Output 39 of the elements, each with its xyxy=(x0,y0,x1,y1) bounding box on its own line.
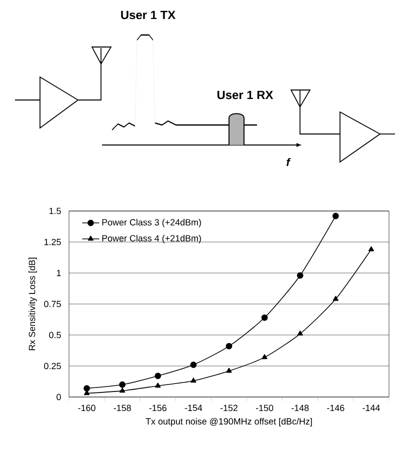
x-tick-label: -156 xyxy=(149,404,166,412)
legend-label: Power Class 4 (+21dBm) xyxy=(102,234,201,244)
point xyxy=(119,381,126,388)
point xyxy=(84,385,90,392)
point xyxy=(154,372,162,380)
y-tick-label: 0.75 xyxy=(44,300,61,308)
y-tick-label: 0.25 xyxy=(44,362,61,370)
x-tick-label: -152 xyxy=(220,404,238,412)
point xyxy=(226,368,232,373)
point xyxy=(332,296,338,301)
point xyxy=(120,388,126,393)
x-tick-label: -158 xyxy=(114,404,131,412)
y-tick-label: 0.5 xyxy=(49,332,61,338)
point xyxy=(332,212,339,220)
text: User 1 TX xyxy=(121,10,176,20)
point xyxy=(155,382,161,388)
point xyxy=(190,378,196,383)
x-tick-label: -146 xyxy=(327,404,344,412)
point xyxy=(297,330,303,336)
y-tick-label: 1.5 xyxy=(49,208,61,214)
y-tick-label: 0 xyxy=(56,394,61,400)
point xyxy=(261,314,268,321)
x-tick-label: -160 xyxy=(78,404,96,412)
x-tick-label: -144 xyxy=(362,404,380,411)
point xyxy=(296,272,304,279)
y-axis-title: Rx Sensitivity Loss [dB] xyxy=(28,258,37,350)
x-axis-title: Tx output noise @190MHz offset [dBc/Hz] xyxy=(146,418,312,426)
text: f xyxy=(286,158,291,166)
x-tick-label: -148 xyxy=(292,404,309,412)
x-tick-label: -154 xyxy=(184,404,202,412)
text: User 1 RX xyxy=(217,90,274,100)
point xyxy=(262,354,268,360)
y-tick-label: 1 xyxy=(56,270,61,276)
y-tick-label: 1.25 xyxy=(44,238,61,246)
point xyxy=(190,362,197,368)
x-tick-label: -150 xyxy=(256,404,274,412)
point xyxy=(368,246,374,252)
legend-label: Power Class 3 (+24dBm) xyxy=(102,218,201,228)
point xyxy=(226,342,232,350)
